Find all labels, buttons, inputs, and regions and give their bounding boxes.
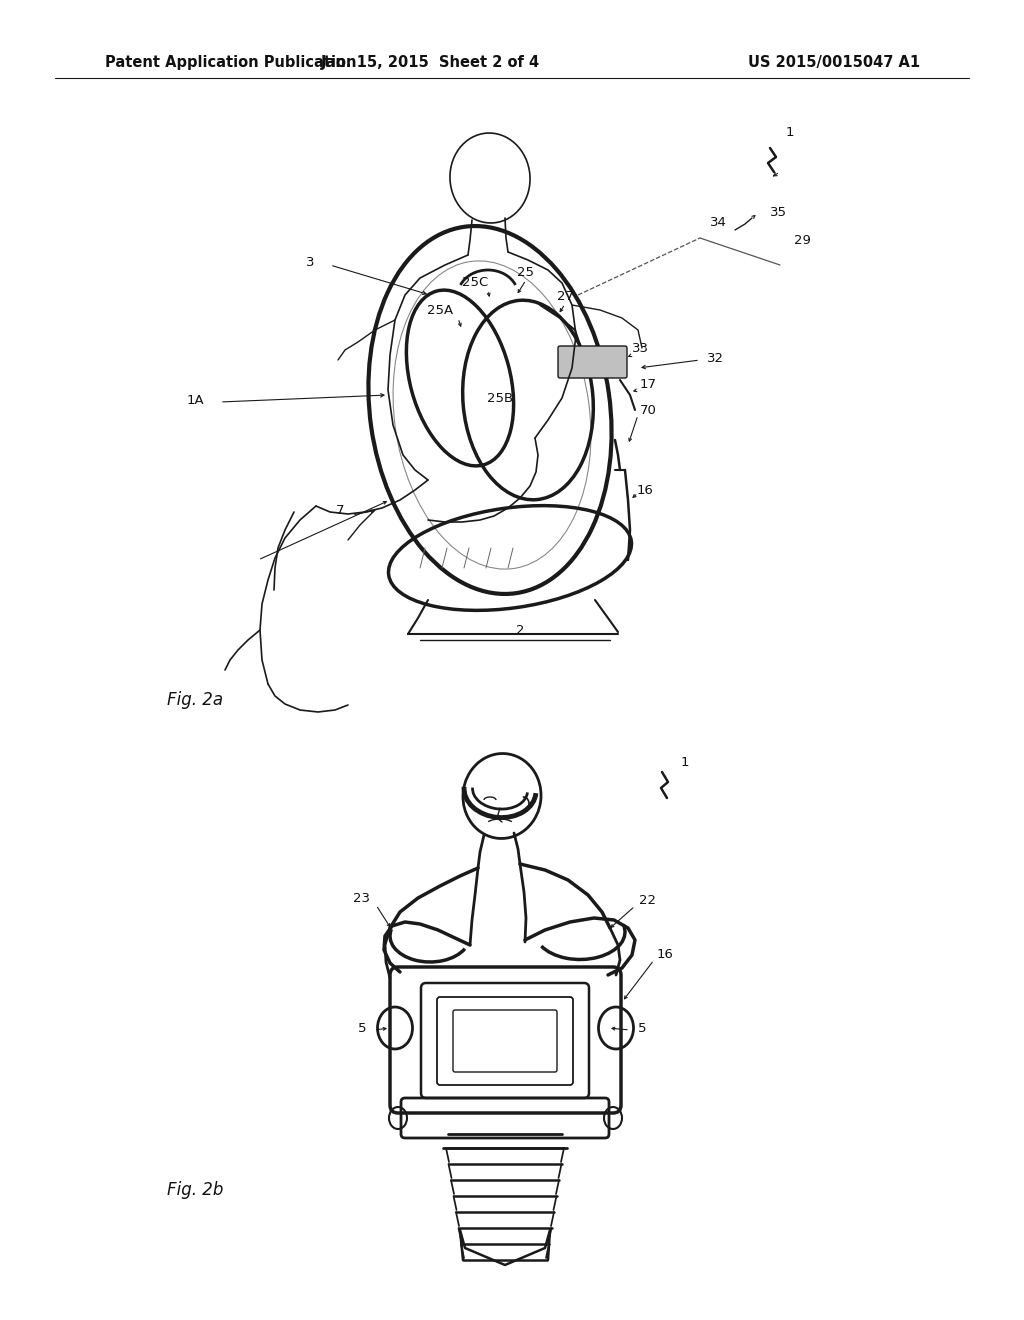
Text: Jan. 15, 2015  Sheet 2 of 4: Jan. 15, 2015 Sheet 2 of 4 <box>321 54 540 70</box>
Text: 27: 27 <box>556 289 573 302</box>
Text: 23: 23 <box>353 891 371 904</box>
Text: 25: 25 <box>517 265 535 279</box>
Text: 70: 70 <box>640 404 656 417</box>
Text: 1: 1 <box>785 125 795 139</box>
Text: 16: 16 <box>656 949 674 961</box>
Text: 7: 7 <box>336 503 344 516</box>
Text: Fig. 2a: Fig. 2a <box>167 690 223 709</box>
Text: 22: 22 <box>640 894 656 907</box>
Text: 25A: 25A <box>427 304 453 317</box>
Text: 5: 5 <box>357 1022 367 1035</box>
Text: 5: 5 <box>638 1022 646 1035</box>
Text: 32: 32 <box>707 351 724 364</box>
FancyBboxPatch shape <box>558 346 627 378</box>
Text: 1A: 1A <box>186 393 204 407</box>
Text: 25C: 25C <box>462 276 488 289</box>
Text: 17: 17 <box>640 379 656 392</box>
Text: 1: 1 <box>681 755 689 768</box>
Text: 35: 35 <box>769 206 786 219</box>
Text: 25B: 25B <box>487 392 513 404</box>
Text: 33: 33 <box>632 342 648 355</box>
Text: 3: 3 <box>306 256 314 268</box>
Text: US 2015/0015047 A1: US 2015/0015047 A1 <box>748 54 920 70</box>
Text: Patent Application Publication: Patent Application Publication <box>105 54 356 70</box>
Text: 34: 34 <box>710 215 726 228</box>
Text: 29: 29 <box>794 234 810 247</box>
Text: Fig. 2b: Fig. 2b <box>167 1181 223 1199</box>
Text: 2: 2 <box>516 623 524 636</box>
Text: 16: 16 <box>637 483 653 496</box>
